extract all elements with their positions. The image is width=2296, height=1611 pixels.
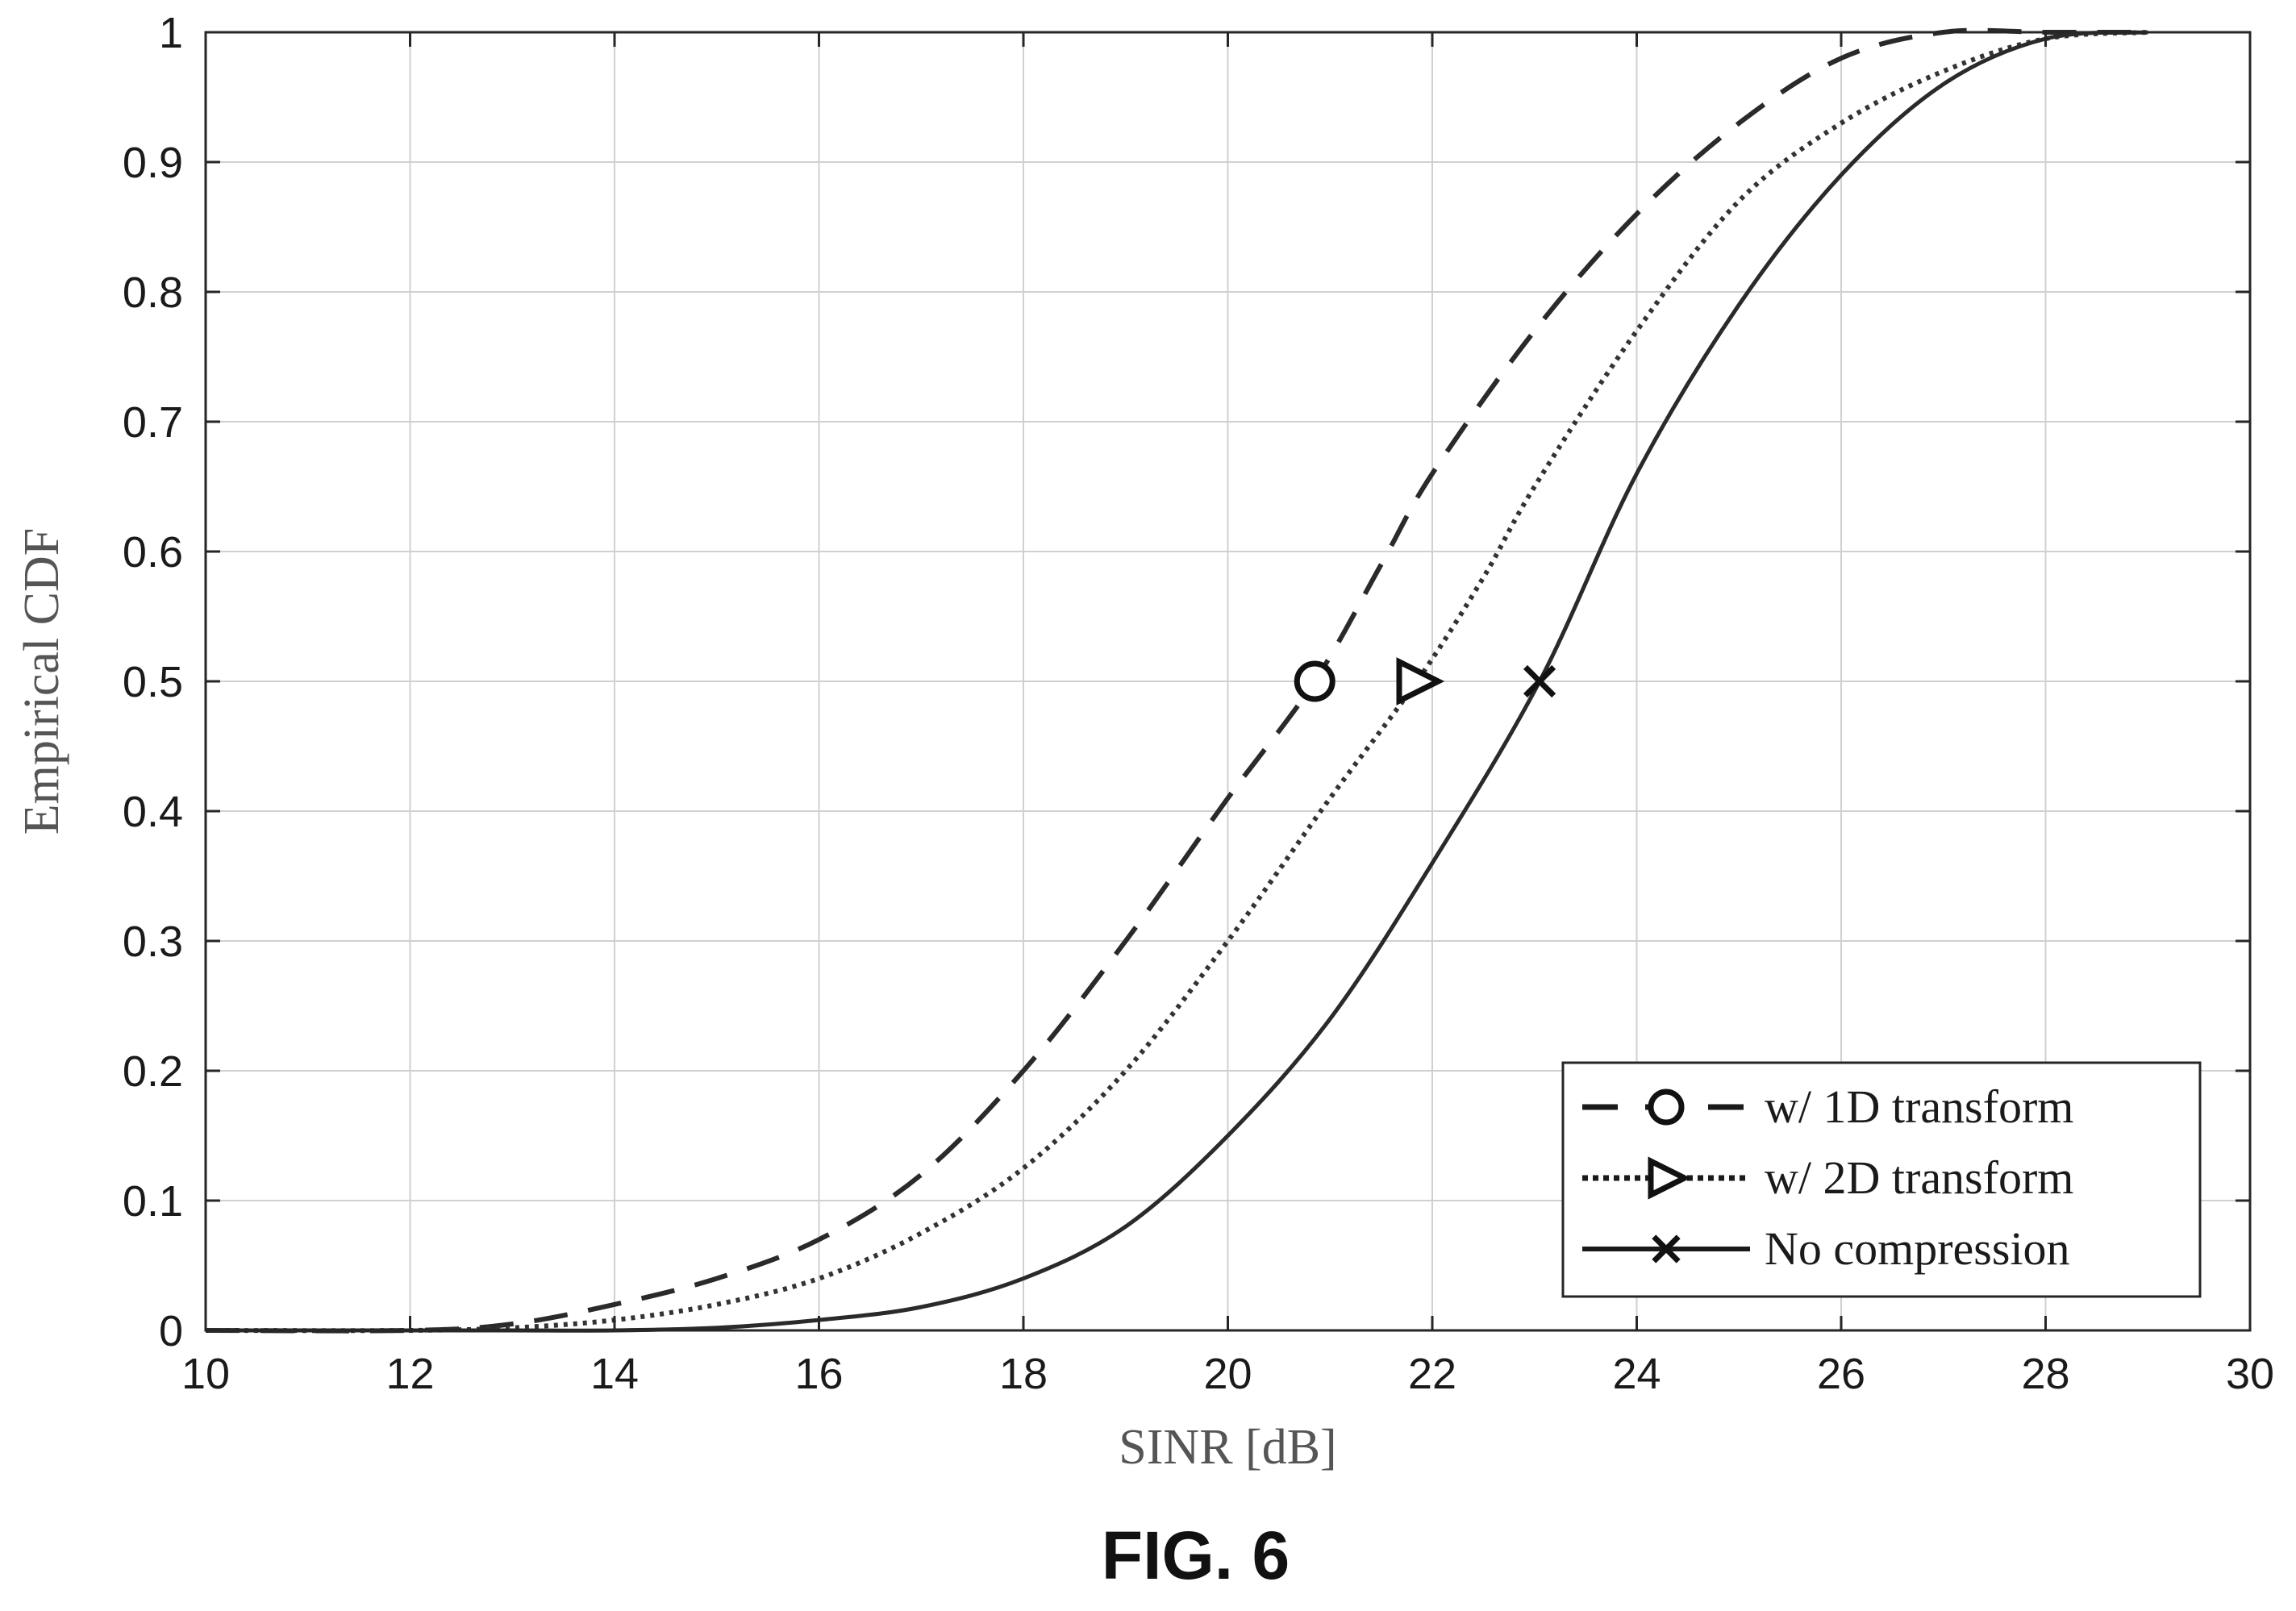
y-tick-label: 0.9 bbox=[123, 139, 183, 187]
triangle-marker-2 bbox=[1396, 657, 1445, 706]
tick-marks bbox=[204, 31, 2252, 1332]
y-tick-label: 0.1 bbox=[123, 1177, 183, 1226]
legend-label: No compression bbox=[1765, 1222, 2070, 1275]
legend-label: w/ 2D transform bbox=[1765, 1151, 2073, 1204]
y-tick-label: 0.5 bbox=[123, 658, 183, 706]
y-tick-labels: 0 0.1 0.2 0.3 0.4 0.5 0.6 0.7 0.8 0.9 1 bbox=[123, 9, 183, 1355]
legend-entry: w/ 1D transform bbox=[1582, 1080, 2073, 1133]
series-line-1 bbox=[205, 27, 2148, 1334]
x-tick-label: 14 bbox=[590, 1350, 639, 1398]
x-tick-label: 28 bbox=[2021, 1350, 2069, 1398]
x-marker-3 bbox=[1523, 664, 1556, 698]
x-tick-labels: 10 12 14 16 18 20 22 24 26 28 30 bbox=[181, 1350, 2274, 1398]
x-tick-label: 20 bbox=[1203, 1350, 1252, 1398]
y-tick-label: 0.3 bbox=[123, 918, 183, 966]
x-tick-label: 12 bbox=[385, 1350, 434, 1398]
x-tick-label: 16 bbox=[794, 1350, 843, 1398]
series-markers bbox=[1294, 657, 1556, 706]
x-tick-label: 18 bbox=[999, 1350, 1048, 1398]
circle-marker-1 bbox=[1294, 660, 1336, 702]
y-tick-label: 0.8 bbox=[123, 268, 183, 317]
circle-marker-legend bbox=[1648, 1089, 1685, 1126]
figure-caption: FIG. 6 bbox=[1102, 1517, 1290, 1593]
triangle-marker-legend bbox=[1648, 1156, 1691, 1200]
y-tick-label: 0 bbox=[159, 1307, 183, 1355]
x-axis-title: SINR [dB] bbox=[1119, 1420, 1336, 1475]
y-tick-label: 0.6 bbox=[123, 528, 183, 577]
x-tick-label: 24 bbox=[1612, 1350, 1661, 1398]
y-tick-label: 0.4 bbox=[123, 788, 183, 836]
grid-lines bbox=[206, 32, 2250, 1330]
x-marker-legend bbox=[1652, 1234, 1681, 1263]
y-tick-label: 1 bbox=[159, 9, 183, 57]
y-tick-label: 0.7 bbox=[123, 398, 183, 447]
x-tick-label: 30 bbox=[2226, 1350, 2274, 1398]
x-tick-label: 10 bbox=[181, 1350, 230, 1398]
legend-entry: w/ 2D transform bbox=[1582, 1151, 2073, 1204]
y-axis-title: Empirical CDF bbox=[15, 528, 69, 835]
y-tick-label: 0.2 bbox=[123, 1047, 183, 1096]
x-tick-label: 22 bbox=[1408, 1350, 1456, 1398]
x-tick-label: 26 bbox=[1817, 1350, 1865, 1398]
legend-entry: No compression bbox=[1582, 1222, 2070, 1275]
legend: w/ 1D transform w/ 2D transform No compres… bbox=[1561, 1061, 2202, 1298]
legend-label: w/ 1D transform bbox=[1765, 1080, 2073, 1133]
